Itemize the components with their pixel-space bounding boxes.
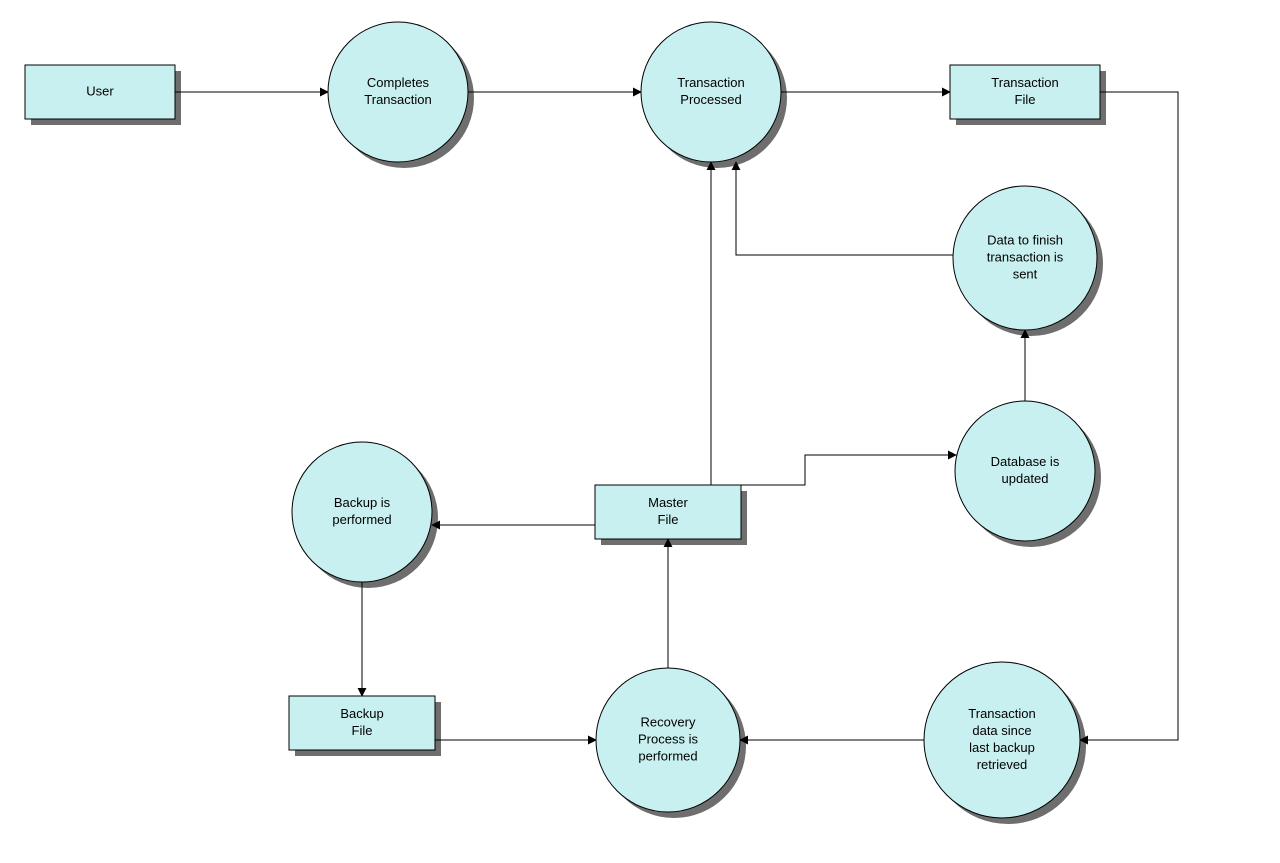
label-backup_file-0: Backup: [340, 706, 383, 721]
label-backup_perf-1: performed: [332, 512, 391, 527]
label-db_updated-0: Database is: [991, 454, 1060, 469]
label-processed-0: Transaction: [677, 75, 744, 90]
edge-data_sent-processed: [736, 162, 953, 255]
label-backup_file-1: File: [352, 723, 373, 738]
label-txn_data-2: last backup: [969, 740, 1035, 755]
label-db_updated-1: updated: [1002, 471, 1049, 486]
label-recovery-0: Recovery: [641, 714, 696, 729]
label-data_sent-1: transaction is: [987, 249, 1064, 264]
label-user-0: User: [86, 83, 114, 98]
label-txn_data-1: data since: [972, 723, 1031, 738]
label-recovery-1: Process is: [638, 731, 698, 746]
label-completes-1: Transaction: [364, 92, 431, 107]
edge-txn_file-txn_data: [1080, 92, 1178, 740]
label-processed-1: Processed: [680, 92, 741, 107]
label-backup_perf-0: Backup is: [334, 495, 391, 510]
label-txn_data-0: Transaction: [968, 706, 1035, 721]
label-data_sent-0: Data to finish: [987, 232, 1063, 247]
label-data_sent-2: sent: [1013, 266, 1038, 281]
label-completes-0: Completes: [367, 75, 430, 90]
flowchart-diagram: User Completes Transaction Transaction Proce…: [0, 0, 1280, 863]
label-txn_data-3: retrieved: [977, 757, 1028, 772]
label-master_file-1: File: [658, 512, 679, 527]
label-master_file-0: Master: [648, 495, 688, 510]
label-txn_file-1: File: [1015, 92, 1036, 107]
edge-master_file-db_updated: [741, 455, 956, 485]
label-recovery-2: performed: [638, 748, 697, 763]
label-txn_file-0: Transaction: [991, 75, 1058, 90]
